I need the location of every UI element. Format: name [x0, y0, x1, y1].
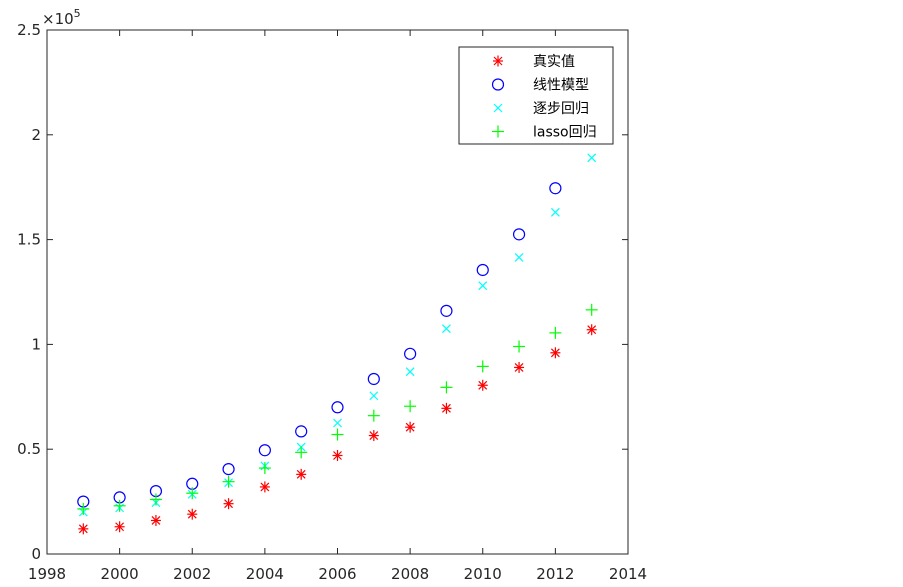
y-tick-labels: 0 0.5 1 1.5 2 2.5: [17, 21, 41, 563]
data-point: [477, 379, 488, 391]
data-point: [77, 502, 90, 515]
y-exponent-power: 5: [74, 7, 81, 20]
x-tick-label: 1998: [28, 565, 66, 583]
legend-label: 真实值: [533, 54, 575, 70]
data-point: [332, 449, 343, 461]
data-point: [478, 281, 488, 291]
legend-label: 线性模型: [533, 78, 589, 94]
data-point: [405, 367, 415, 377]
data-point: [549, 182, 562, 195]
data-point: [587, 153, 597, 163]
data-markers: [77, 153, 598, 535]
legend-box: [458, 46, 614, 145]
legend-marker: [493, 103, 503, 113]
x-tick-label: 2002: [173, 565, 211, 583]
data-point: [514, 252, 524, 262]
data-point: [222, 463, 235, 476]
data-point: [369, 391, 379, 401]
data-point: [333, 418, 342, 428]
data-point: [186, 487, 199, 500]
data-point: [367, 372, 380, 386]
legend-label: lasso回归: [533, 124, 597, 141]
data-point: [405, 421, 416, 433]
data-point: [296, 468, 307, 480]
legend-marker: [492, 125, 504, 138]
x-tick-label: 2010: [464, 565, 502, 583]
data-point: [512, 228, 526, 241]
data-point: [187, 508, 198, 520]
data-point: [367, 409, 380, 422]
data-point: [78, 523, 89, 535]
data-point: [476, 360, 489, 373]
data-point: [549, 326, 562, 339]
data-point: [404, 347, 417, 360]
data-point: [295, 446, 308, 459]
data-point: [295, 425, 308, 438]
y-tick-label: 2: [31, 126, 41, 144]
data-point: [150, 514, 161, 526]
data-point: [368, 430, 379, 442]
x-tick-label: 2014: [609, 565, 647, 583]
data-point: [440, 381, 453, 394]
x-tick-label: 2000: [101, 565, 139, 583]
y-exponent-label: ×105: [42, 7, 81, 28]
y-exponent-base: ×10: [42, 10, 74, 28]
y-tick-label: 1: [31, 335, 41, 353]
data-point: [550, 347, 561, 359]
x-tick-label: 2008: [391, 565, 429, 583]
data-point: [222, 475, 235, 488]
data-point: [476, 263, 489, 277]
y-tick-label: 2.5: [17, 21, 41, 39]
x-tick-label: 2004: [246, 565, 284, 583]
data-point: [404, 400, 417, 413]
data-point: [585, 303, 598, 316]
legend-label: 逐步回归: [533, 100, 589, 117]
x-tick-label: 2006: [318, 565, 356, 583]
data-point: [513, 340, 526, 353]
series-4: [77, 303, 598, 515]
series-1: [78, 324, 597, 535]
legend-marker: [493, 55, 503, 67]
data-point: [114, 521, 125, 533]
data-point: [550, 207, 560, 217]
axis-ticks: [46, 29, 629, 555]
data-point: [258, 462, 271, 475]
data-point: [586, 324, 597, 336]
y-tick-label: 1.5: [17, 231, 41, 249]
data-point: [149, 493, 162, 506]
data-point: [259, 481, 270, 493]
data-point: [331, 428, 344, 441]
data-point: [442, 324, 451, 334]
data-point: [514, 361, 525, 373]
data-point: [223, 498, 234, 510]
x-tick-labels: 1998 2000 2002 2004 2006 2008 2010 2012 2014: [28, 565, 647, 583]
y-tick-label: 0: [31, 545, 41, 563]
data-point: [258, 444, 271, 457]
data-point: [331, 401, 344, 414]
y-tick-label: 0.5: [17, 440, 41, 458]
data-point: [441, 402, 452, 414]
data-point: [440, 304, 453, 317]
data-point: [113, 499, 126, 512]
x-tick-label: 2012: [536, 565, 574, 583]
legend-marker: [491, 78, 505, 91]
